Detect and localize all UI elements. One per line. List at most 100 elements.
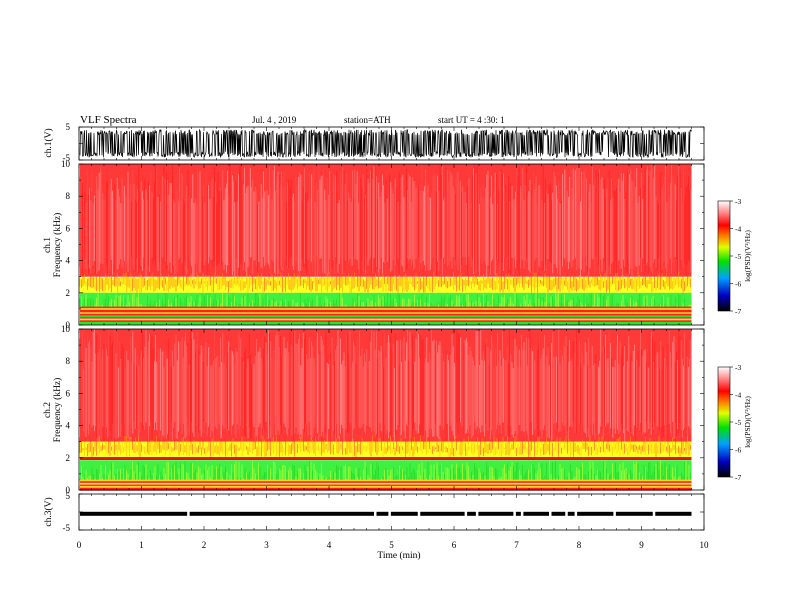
spec-low-line (80, 306, 692, 310)
colorbar-tick-label: -7 (735, 307, 741, 316)
colorbar-tick-label: -4 (735, 225, 741, 234)
colorbar-tick-label: -6 (735, 280, 741, 289)
ch1-spec-channel-label: ch.1 (43, 237, 53, 253)
ch3-gap (549, 511, 552, 517)
ch1-spectrogram-ticks (78, 163, 705, 326)
ch3-gap (464, 511, 468, 517)
figure-title: VLF Spectra (80, 114, 137, 126)
ch3-gap (374, 511, 377, 517)
ch3-waveform-line (80, 511, 692, 516)
ch3-gap (574, 511, 578, 517)
time-tick-label: 2 (202, 540, 207, 550)
ch1-ytick-top: 5 (66, 122, 71, 132)
freq-tick-label: 10 (61, 324, 71, 334)
spec-low-line (80, 479, 692, 483)
spec-low-line (80, 487, 692, 491)
ch1-colorbar-label: log(PSD)(V²/Hz) (743, 230, 752, 282)
spec-low-line (80, 317, 692, 321)
ch3-gap (475, 511, 479, 517)
spec-low-line (80, 486, 692, 490)
time-tick-label: 5 (389, 540, 394, 550)
date-label: Jul. 4 , 2019 (252, 115, 297, 125)
ch3-ytick-bottom: -5 (63, 523, 71, 533)
colorbar-tick-label: -5 (735, 418, 741, 427)
ch2-spectrogram-ticks (78, 328, 705, 491)
ch3-ytick-top: 5 (66, 491, 71, 501)
colorbar-tick-label: -6 (735, 446, 741, 455)
time-tick-label: 10 (700, 540, 710, 550)
time-tick-label: 4 (327, 540, 332, 550)
freq-tick-label: 2 (66, 453, 71, 463)
ch3-gap (388, 511, 391, 517)
ch1-waveform-ticks (78, 126, 705, 161)
ch2-colorbar-label: log(PSD)(V²/Hz) (743, 396, 752, 448)
spec-low-line (80, 309, 692, 313)
spec-low-line (80, 484, 692, 488)
ch3-gap (513, 511, 516, 517)
ch2-colorbar-scale (717, 366, 731, 478)
ch1-waveform-trace (79, 128, 692, 159)
ch1-colorbar-scale (717, 200, 731, 312)
ch3-gap (652, 511, 656, 517)
ch3-gap (417, 511, 421, 517)
station-label: station=ATH (344, 115, 391, 125)
spec-low-line (80, 482, 692, 486)
ch1-colorbar: -3 -4 -5 -6 -7 log(PSD)(V²/Hz) (717, 197, 752, 316)
ch1-spectrogram-panel: 0 2 4 6 8 10 ch.1 Frequency (kHz) (43, 159, 705, 330)
ch1-waveform-line (79, 128, 692, 159)
ch2-colorbar-ticklabels: -3 -4 -5 -6 -7 (730, 363, 741, 482)
spec-low-line (80, 312, 692, 316)
ch3-waveform-ticks (78, 493, 705, 531)
ch3-gap (565, 511, 568, 517)
freq-tick-label: 8 (66, 356, 71, 366)
spec-low-line (80, 315, 692, 319)
time-tick-label: 9 (639, 540, 644, 550)
ch3-gap (187, 511, 190, 517)
ch2-spec-channel-label: ch.2 (43, 402, 53, 418)
ch2-spectrogram-image (79, 329, 692, 491)
spec-low-line (80, 313, 692, 317)
spec-low-line (80, 320, 692, 324)
colorbar-tick-label: -7 (735, 473, 741, 482)
start-ut-label: start UT = 4 :30: 1 (438, 115, 505, 125)
ch2-freq-ticklabels: 0 2 4 6 8 10 (61, 324, 71, 495)
freq-tick-label: 0 (66, 320, 71, 330)
ch1-spec-ylabel: Frequency (kHz) (52, 213, 63, 278)
spec-low-line (80, 318, 692, 322)
ch2-spec-ylabel: Frequency (kHz) (52, 378, 63, 443)
ch3-gap (613, 511, 616, 517)
spec-low-line (80, 321, 692, 325)
freq-tick-label: 6 (66, 388, 71, 398)
time-tick-label: 8 (577, 540, 582, 550)
ch3-gap (520, 511, 524, 517)
freq-tick-label: 4 (66, 256, 71, 266)
spec-red-line (80, 456, 692, 460)
colorbar-tick-label: -3 (735, 363, 741, 372)
ch1-ytick-bottom: -5 (63, 153, 71, 163)
ch2-colorbar: -3 -4 -5 -6 -7 log(PSD)(V²/Hz) (717, 363, 752, 482)
time-axis-label: Time (min) (377, 550, 420, 561)
colorbar-tick-label: -3 (735, 197, 741, 206)
freq-tick-label: 8 (66, 191, 71, 201)
ch2-spectrogram-panel: 0 2 4 6 8 10 ch.2 Frequency (kHz) (43, 324, 705, 495)
ch3-waveform-trace (80, 511, 692, 517)
freq-tick-label: 0 (66, 485, 71, 495)
time-tick-label: 1 (139, 540, 144, 550)
time-axis-ticklabels: 0 1 2 3 4 5 6 7 8 9 10 (77, 540, 709, 550)
ch1-colorbar-ticklabels: -3 -4 -5 -6 -7 (730, 197, 741, 316)
spec-low-line (80, 481, 692, 485)
time-tick-label: 6 (452, 540, 457, 550)
ch1-spectrogram-image (79, 164, 692, 325)
ch1-ylabel: ch.1(V) (43, 128, 54, 157)
time-tick-label: 3 (264, 540, 269, 550)
ch3-waveform-panel: 5 -5 ch.3(V) (43, 491, 705, 533)
time-tick-label: 0 (77, 540, 82, 550)
colorbar-tick-label: -5 (735, 252, 741, 261)
freq-tick-label: 6 (66, 223, 71, 233)
colorbar-tick-label: -4 (735, 391, 741, 400)
freq-tick-label: 10 (61, 159, 71, 169)
freq-tick-label: 4 (66, 421, 71, 431)
spec-low-line (80, 308, 692, 312)
